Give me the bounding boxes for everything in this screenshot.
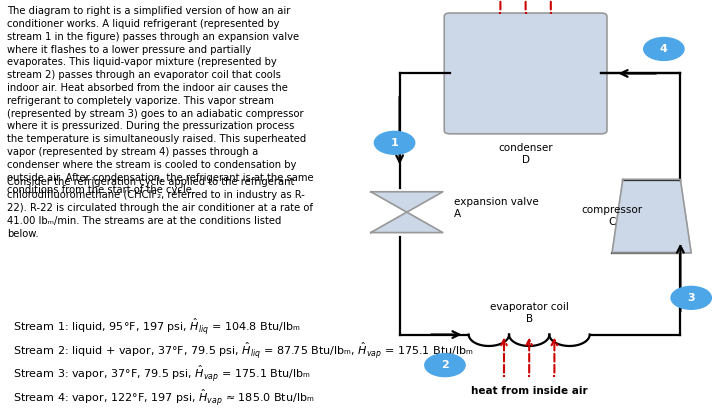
Text: evaporator coil
B: evaporator coil B bbox=[490, 302, 569, 324]
Text: Stream 4: vapor, 122°F, 197 psi, $\hat{H}_{vap}$ ≈ 185.0 Btu/lbₘ: Stream 4: vapor, 122°F, 197 psi, $\hat{H… bbox=[13, 387, 315, 408]
Text: 3: 3 bbox=[688, 293, 695, 303]
Text: 1: 1 bbox=[391, 138, 398, 148]
Polygon shape bbox=[371, 212, 443, 233]
Polygon shape bbox=[612, 180, 691, 253]
Polygon shape bbox=[371, 192, 443, 212]
Text: expansion valve
A: expansion valve A bbox=[454, 197, 539, 219]
Circle shape bbox=[425, 354, 465, 377]
Circle shape bbox=[644, 38, 684, 60]
FancyBboxPatch shape bbox=[444, 13, 607, 134]
Text: Stream 2: liquid + vapor, 37°F, 79.5 psi, $\hat{H}_{liq}$ = 87.75 Btu/lbₘ, $\hat: Stream 2: liquid + vapor, 37°F, 79.5 psi… bbox=[13, 340, 474, 361]
Text: Stream 1: liquid, 95°F, 197 psi, $\hat{H}_{liq}$ = 104.8 Btu/lbₘ: Stream 1: liquid, 95°F, 197 psi, $\hat{H… bbox=[13, 316, 300, 337]
Text: Consider the refrigeration cycle applied to the refrigerant
chlorodifluoromethan: Consider the refrigeration cycle applied… bbox=[7, 177, 313, 239]
Text: The diagram to right is a simplified version of how an air
conditioner works. A : The diagram to right is a simplified ver… bbox=[7, 6, 314, 195]
Text: 4: 4 bbox=[660, 44, 667, 54]
Text: 2: 2 bbox=[441, 360, 449, 370]
Text: Stream 3: vapor, 37°F, 79.5 psi, $\hat{H}_{vap}$ = 175.1 Btu/lbₘ: Stream 3: vapor, 37°F, 79.5 psi, $\hat{H… bbox=[13, 364, 311, 384]
Circle shape bbox=[374, 131, 415, 154]
Text: heat from inside air: heat from inside air bbox=[471, 386, 588, 396]
Text: compressor
C: compressor C bbox=[582, 205, 642, 227]
Circle shape bbox=[671, 286, 711, 309]
Text: condenser
D: condenser D bbox=[498, 143, 553, 165]
